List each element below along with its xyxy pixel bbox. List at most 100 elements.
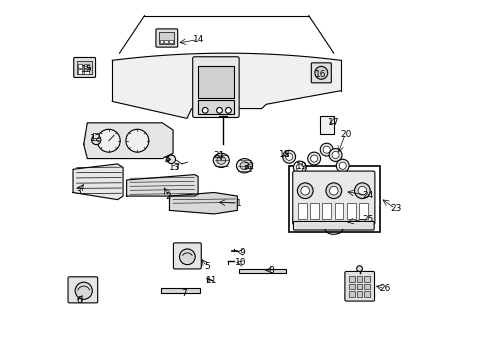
Circle shape [314,66,327,79]
Bar [198,100,233,114]
Text: 22: 22 [243,162,254,171]
FancyBboxPatch shape [74,58,95,77]
Circle shape [339,162,346,169]
FancyBboxPatch shape [192,57,239,117]
Text: 19: 19 [296,162,307,171]
Text: 3: 3 [75,187,81,196]
Circle shape [328,149,341,161]
Circle shape [323,146,329,153]
Ellipse shape [216,157,225,164]
Bar [322,203,331,219]
Circle shape [125,129,148,152]
Bar [348,284,354,289]
FancyBboxPatch shape [292,171,374,225]
Circle shape [285,153,292,160]
Text: 14: 14 [193,36,204,45]
Text: 8: 8 [268,266,274,275]
FancyBboxPatch shape [173,243,201,269]
Bar [356,291,362,297]
Bar [160,288,200,293]
Bar [288,166,380,232]
Circle shape [331,152,339,158]
Text: 17: 17 [327,118,339,127]
Bar [298,203,306,219]
Polygon shape [73,164,123,200]
Text: 12: 12 [90,134,101,143]
Text: 4: 4 [164,155,169,164]
Bar [358,203,367,219]
Text: 9: 9 [239,248,245,257]
Circle shape [216,108,222,113]
Text: 1: 1 [235,199,241,208]
Circle shape [325,183,341,199]
FancyBboxPatch shape [344,271,374,301]
Circle shape [310,155,317,162]
Text: 11: 11 [205,276,217,285]
Text: 26: 26 [378,284,390,293]
Text: 15: 15 [81,65,92,74]
Bar [309,203,319,219]
Text: 18: 18 [278,150,290,159]
Text: 6: 6 [77,296,82,305]
Bar [364,276,369,282]
Bar [78,69,82,73]
Circle shape [97,129,120,152]
Ellipse shape [236,158,252,173]
Circle shape [225,108,231,113]
Circle shape [202,108,207,113]
Text: 23: 23 [389,204,401,213]
Circle shape [356,266,362,271]
Bar [160,40,163,43]
Circle shape [75,282,92,299]
FancyBboxPatch shape [68,277,98,303]
Text: 24: 24 [362,190,373,199]
Ellipse shape [213,153,229,167]
Bar [93,133,99,138]
Bar [356,276,362,282]
FancyBboxPatch shape [311,63,331,83]
Polygon shape [112,53,340,118]
Circle shape [300,186,309,195]
Bar [364,284,369,289]
FancyBboxPatch shape [293,221,373,230]
Text: 25: 25 [361,215,373,224]
Polygon shape [126,175,198,196]
Circle shape [179,249,195,265]
Bar [334,203,343,219]
Bar [84,64,88,68]
Ellipse shape [240,162,248,170]
Text: 16: 16 [314,70,325,79]
Text: 10: 10 [234,258,245,267]
Text: 2: 2 [164,192,170,201]
Circle shape [320,143,332,156]
FancyBboxPatch shape [156,29,177,47]
Bar [164,40,168,43]
Bar [348,291,354,297]
Bar [77,61,92,74]
Circle shape [357,186,366,195]
Polygon shape [83,123,173,158]
Bar [239,269,285,273]
Bar [198,66,233,98]
Bar [348,276,354,282]
Bar [159,32,174,44]
Circle shape [329,186,337,195]
Bar [169,40,172,43]
Text: 13: 13 [169,163,180,172]
Bar [319,116,333,134]
Circle shape [297,183,312,199]
Circle shape [91,135,101,145]
Circle shape [336,159,348,172]
Circle shape [293,161,305,174]
Text: 7: 7 [181,289,187,298]
Bar [78,64,82,68]
Polygon shape [169,193,237,214]
Text: 21: 21 [213,151,224,160]
Bar [356,284,362,289]
Text: 5: 5 [203,262,209,271]
Bar [364,291,369,297]
Circle shape [296,164,303,171]
Circle shape [354,183,369,199]
Circle shape [307,152,320,165]
Text: 20: 20 [340,130,351,139]
